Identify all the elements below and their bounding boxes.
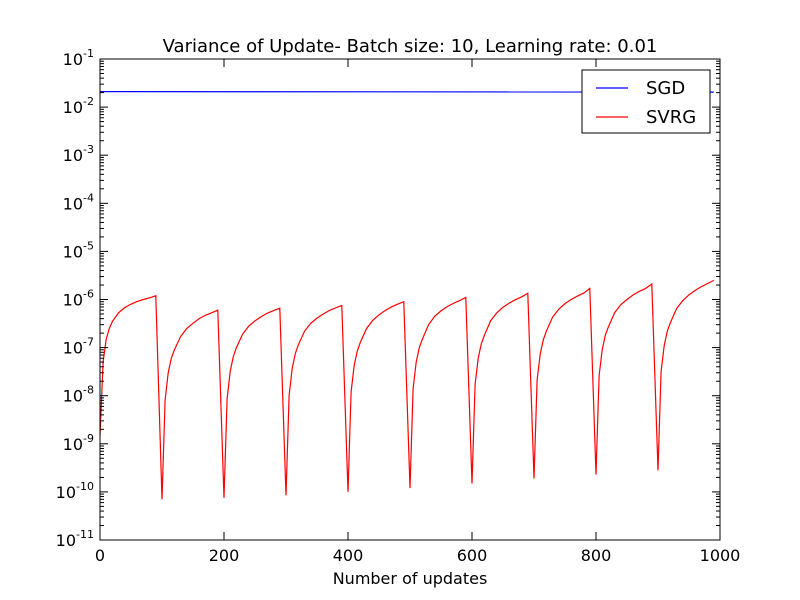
y-tick-label-0: 10-11: [56, 528, 94, 550]
y-tick-label-2: 10-9: [63, 432, 94, 454]
x-tick-label-2: 400: [333, 546, 364, 565]
y-tick-label-8: 10-3: [63, 143, 94, 165]
series-line-svrg: [99, 279, 715, 500]
y-tick-label-5: 10-6: [63, 288, 94, 310]
legend: SGD SVRG: [581, 69, 711, 134]
x-tick-label-5: 1000: [700, 546, 741, 565]
y-tick-label-4: 10-7: [63, 336, 94, 358]
y-axis: 10-11 10-10 10-9 10-8 10-7 10-6 10-5 10-4 10-3 10…: [56, 47, 720, 550]
legend-label-svrg: SVRG: [646, 107, 696, 128]
x-axis: 0 200 400 600 800 1000: [95, 59, 740, 565]
x-axis-label: Number of updates: [333, 569, 488, 588]
y-tick-label-10: 10-1: [63, 47, 94, 69]
legend-box: [581, 69, 711, 134]
x-tick-label-1: 200: [209, 546, 240, 565]
y-tick-label-1: 10-10: [56, 480, 94, 502]
x-tick-label-3: 600: [457, 546, 488, 565]
y-tick-label-7: 10-4: [63, 191, 94, 213]
y-tick-label-3: 10-8: [63, 384, 94, 406]
x-tick-label-0: 0: [95, 546, 105, 565]
y-tick-label-6: 10-5: [63, 239, 94, 261]
chart-title: Variance of Update- Batch size: 10, Lear…: [163, 36, 658, 57]
y-tick-label-9: 10-2: [63, 95, 94, 117]
legend-label-sgd: SGD: [646, 78, 685, 99]
x-tick-label-4: 800: [581, 546, 612, 565]
